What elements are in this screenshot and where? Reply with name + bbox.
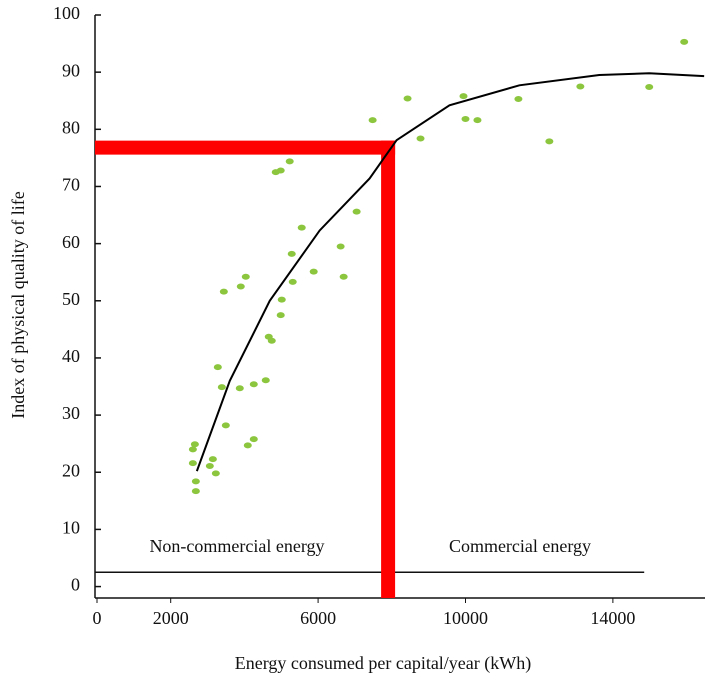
point: [241, 273, 250, 280]
x-tick-label: 14000: [590, 608, 635, 628]
point: [267, 337, 276, 344]
point: [261, 377, 270, 384]
x-tick-label: 0: [93, 608, 102, 628]
y-tick-label: 10: [62, 518, 80, 538]
point: [459, 93, 468, 100]
point: [336, 243, 345, 250]
y-tick-label: 70: [62, 175, 80, 195]
point: [287, 250, 296, 257]
point: [249, 381, 258, 388]
point: [416, 135, 425, 142]
point: [191, 478, 200, 485]
point: [188, 446, 197, 453]
point: [243, 442, 252, 449]
y-tick-label: 30: [62, 403, 80, 423]
y-tick-label: 50: [62, 289, 80, 309]
point: [236, 283, 245, 290]
y-axis-label: Index of physical quality of life: [8, 191, 28, 418]
point: [680, 38, 689, 45]
point: [309, 268, 318, 275]
point: [368, 117, 377, 124]
y-tick-label: 20: [62, 460, 80, 480]
point: [288, 278, 297, 285]
point: [217, 384, 226, 391]
annotation: Non-commercial energy: [149, 536, 324, 556]
point: [339, 273, 348, 280]
point: [205, 462, 214, 469]
point: [235, 385, 244, 392]
y-tick-label: 90: [62, 60, 80, 80]
point: [514, 96, 523, 103]
annotation: Commercial energy: [449, 536, 591, 556]
point: [645, 84, 654, 91]
point: [576, 83, 585, 90]
point: [297, 224, 306, 231]
y-tick-label: 80: [62, 117, 80, 137]
y-tick-label: 100: [53, 3, 80, 23]
point: [221, 422, 230, 429]
point: [276, 167, 285, 174]
point: [188, 460, 197, 467]
point: [473, 117, 482, 124]
point: [352, 208, 361, 215]
point: [211, 470, 220, 477]
point: [190, 441, 199, 448]
trend-line: [195, 72, 705, 472]
y-tick-label: 40: [62, 346, 80, 366]
x-tick-label: 10000: [443, 608, 488, 628]
point: [285, 158, 294, 165]
point: [277, 296, 286, 303]
x-tick-label: 6000: [300, 608, 336, 628]
y-tick-label: 0: [71, 575, 80, 595]
point: [213, 364, 222, 371]
point: [461, 116, 470, 123]
y-tick-label: 60: [62, 232, 80, 252]
point: [545, 138, 554, 145]
point: [276, 312, 285, 319]
point: [219, 288, 228, 295]
point: [208, 456, 217, 463]
x-axis-label: Energy consumed per capital/year (kWh): [235, 653, 532, 674]
point: [249, 436, 258, 443]
point: [403, 95, 412, 102]
x-tick-label: 2000: [153, 608, 189, 628]
point: [191, 488, 200, 495]
